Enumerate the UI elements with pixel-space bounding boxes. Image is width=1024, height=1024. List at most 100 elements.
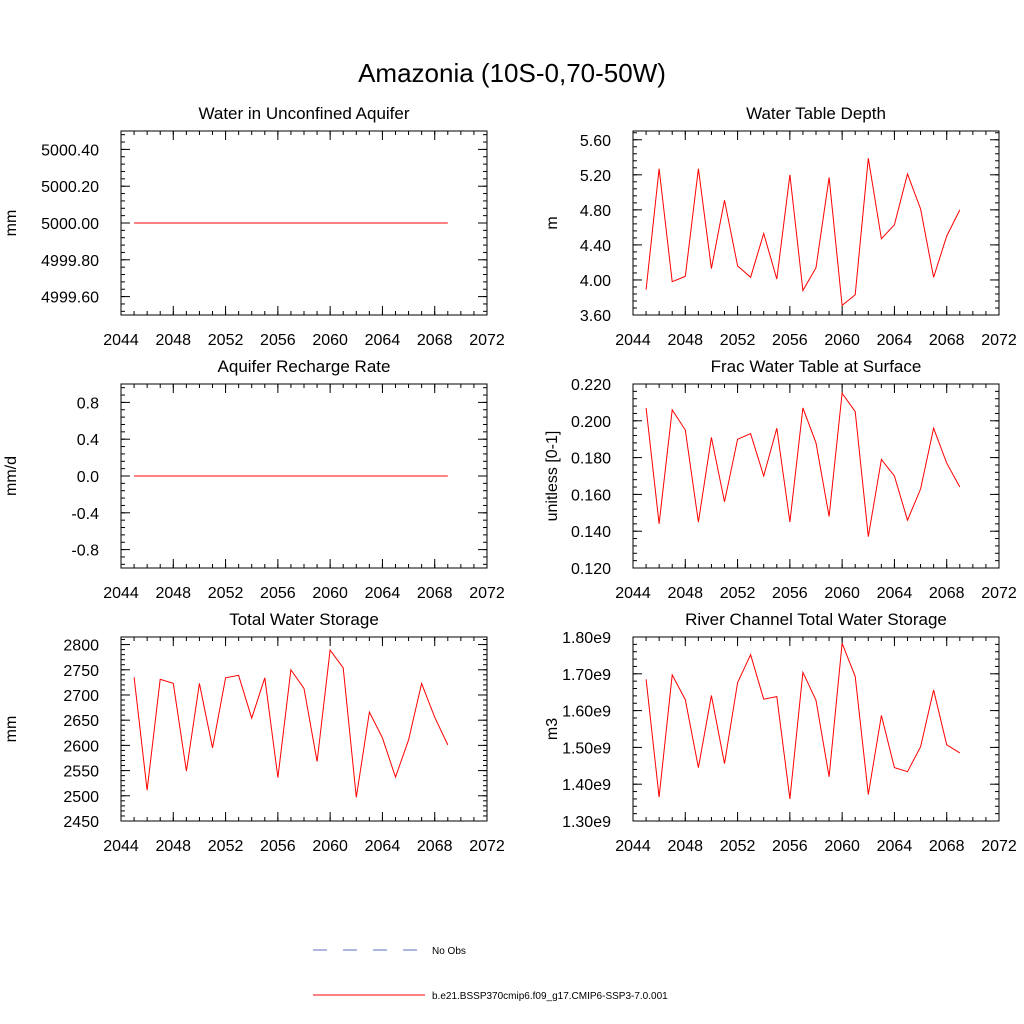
y-tick-label: 2500 (63, 789, 99, 806)
x-tick-label: 2052 (720, 332, 756, 349)
x-tick-label: 2060 (312, 838, 348, 855)
y-axis-label: mm/d (3, 456, 20, 496)
y-tick-label: 2550 (63, 764, 99, 781)
y-tick-label: 2800 (63, 638, 99, 655)
panel-title: Aquifer Recharge Rate (218, 357, 391, 376)
x-tick-label: 2048 (155, 585, 191, 602)
y-tick-label: 0.8 (77, 395, 99, 412)
chart-panel: 2044 2048 2052 2056 2060 2064 2068 2072 3.60 4.00… (544, 104, 1017, 349)
legend-label-no-obs: No Obs (432, 946, 466, 957)
chart-panels: 2044 2048 2052 2056 2060 2064 2068 2072 4999.60 4… (3, 104, 1017, 855)
x-tick-label: 2060 (312, 332, 348, 349)
y-tick-label: 0.160 (571, 487, 611, 504)
chart-panel: 2044 2048 2052 2056 2060 2064 2068 2072 0.120 0.1… (544, 357, 1017, 602)
y-tick-label: 1.40e9 (562, 777, 611, 794)
figure-title: Amazonia (10S-0,70-50W) (358, 58, 666, 88)
y-axis-label: mm (3, 716, 20, 743)
y-tick-label: 0.180 (571, 451, 611, 468)
y-tick-label: 0.120 (571, 561, 611, 578)
series-line (645, 158, 961, 307)
chart-panel: 2044 2048 2052 2056 2060 2064 2068 2072 2450 2500… (3, 610, 505, 855)
x-tick-label: 2048 (155, 838, 191, 855)
x-tick-label: 2068 (929, 332, 965, 349)
y-tick-label: 5.20 (580, 168, 611, 185)
x-tick-label: 2056 (772, 838, 808, 855)
x-tick-label: 2056 (772, 332, 808, 349)
x-tick-label: 2064 (877, 585, 913, 602)
y-axis-label: m3 (544, 718, 561, 740)
y-tick-label: 0.4 (77, 432, 99, 449)
x-tick-label: 2044 (615, 585, 651, 602)
x-tick-label: 2052 (208, 585, 244, 602)
x-tick-label: 2068 (417, 838, 453, 855)
x-tick-label: 2056 (260, 838, 296, 855)
y-tick-label: 1.50e9 (562, 740, 611, 757)
y-tick-label: 1.60e9 (562, 704, 611, 721)
y-tick-label: -0.4 (71, 506, 99, 523)
plot-frame (120, 636, 488, 822)
x-tick-label: 2072 (981, 838, 1017, 855)
x-tick-label: 2052 (720, 585, 756, 602)
chart-panel: 2044 2048 2052 2056 2060 2064 2068 2072 4999.60 4… (3, 104, 505, 349)
x-tick-label: 2064 (877, 838, 913, 855)
y-tick-label: 5000.40 (41, 142, 99, 159)
panel-title: Frac Water Table at Surface (711, 357, 922, 376)
y-tick-label: 2650 (63, 713, 99, 730)
y-tick-label: 5000.20 (41, 179, 99, 196)
y-tick-label: 4.80 (580, 203, 611, 220)
x-tick-label: 2072 (469, 838, 505, 855)
series-line (645, 643, 961, 799)
x-tick-label: 2064 (365, 585, 401, 602)
panel-title: Water Table Depth (746, 104, 886, 123)
y-tick-label: 5000.00 (41, 216, 99, 233)
x-tick-label: 2072 (469, 332, 505, 349)
x-tick-label: 2064 (365, 332, 401, 349)
y-tick-label: 1.80e9 (562, 630, 611, 647)
y-tick-label: 1.70e9 (562, 667, 611, 684)
y-tick-label: -0.8 (71, 543, 99, 560)
x-tick-label: 2052 (208, 838, 244, 855)
x-tick-label: 2048 (667, 332, 703, 349)
x-tick-label: 2068 (929, 838, 965, 855)
y-tick-label: 0.220 (571, 377, 611, 394)
panel-title: Water in Unconfined Aquifer (198, 104, 409, 123)
x-tick-label: 2068 (929, 585, 965, 602)
y-tick-label: 0.200 (571, 414, 611, 431)
x-tick-label: 2064 (877, 332, 913, 349)
x-tick-label: 2068 (417, 585, 453, 602)
x-tick-label: 2048 (667, 838, 703, 855)
plot-frame (632, 130, 1000, 316)
y-axis-label: m (544, 216, 561, 229)
y-tick-label: 2700 (63, 688, 99, 705)
x-tick-label: 2044 (103, 585, 139, 602)
y-tick-label: 2450 (63, 814, 99, 831)
chart-panel: 2044 2048 2052 2056 2060 2064 2068 2072 1.30e9 1.… (544, 610, 1017, 855)
y-tick-label: 4999.80 (41, 253, 99, 270)
y-axis-label: mm (3, 210, 20, 237)
y-tick-label: 2750 (63, 663, 99, 680)
y-tick-label: 0.0 (77, 469, 99, 486)
x-tick-label: 2044 (615, 332, 651, 349)
y-tick-label: 4.00 (580, 273, 611, 290)
y-tick-label: 0.140 (571, 524, 611, 541)
x-tick-label: 2072 (981, 585, 1017, 602)
x-tick-label: 2048 (155, 332, 191, 349)
series-line (645, 391, 961, 537)
x-tick-label: 2064 (365, 838, 401, 855)
legend: No Obs b.e21.BSSP370cmip6.f09_g17.CMIP6-… (313, 946, 668, 1002)
x-tick-label: 2060 (824, 332, 860, 349)
series-line (133, 648, 449, 798)
x-tick-label: 2052 (720, 838, 756, 855)
chart-panel: 2044 2048 2052 2056 2060 2064 2068 2072 -0.8 -0.4… (3, 357, 505, 602)
legend-label-model-run: b.e21.BSSP370cmip6.f09_g17.CMIP6-SSP3-7.… (432, 991, 668, 1002)
panel-title: Total Water Storage (229, 610, 379, 629)
x-tick-label: 2060 (824, 585, 860, 602)
x-tick-label: 2052 (208, 332, 244, 349)
x-tick-label: 2072 (469, 585, 505, 602)
y-tick-label: 1.30e9 (562, 814, 611, 831)
plot-frame (632, 383, 1000, 569)
x-tick-label: 2044 (615, 838, 651, 855)
y-tick-label: 2600 (63, 738, 99, 755)
panel-title: River Channel Total Water Storage (685, 610, 947, 629)
